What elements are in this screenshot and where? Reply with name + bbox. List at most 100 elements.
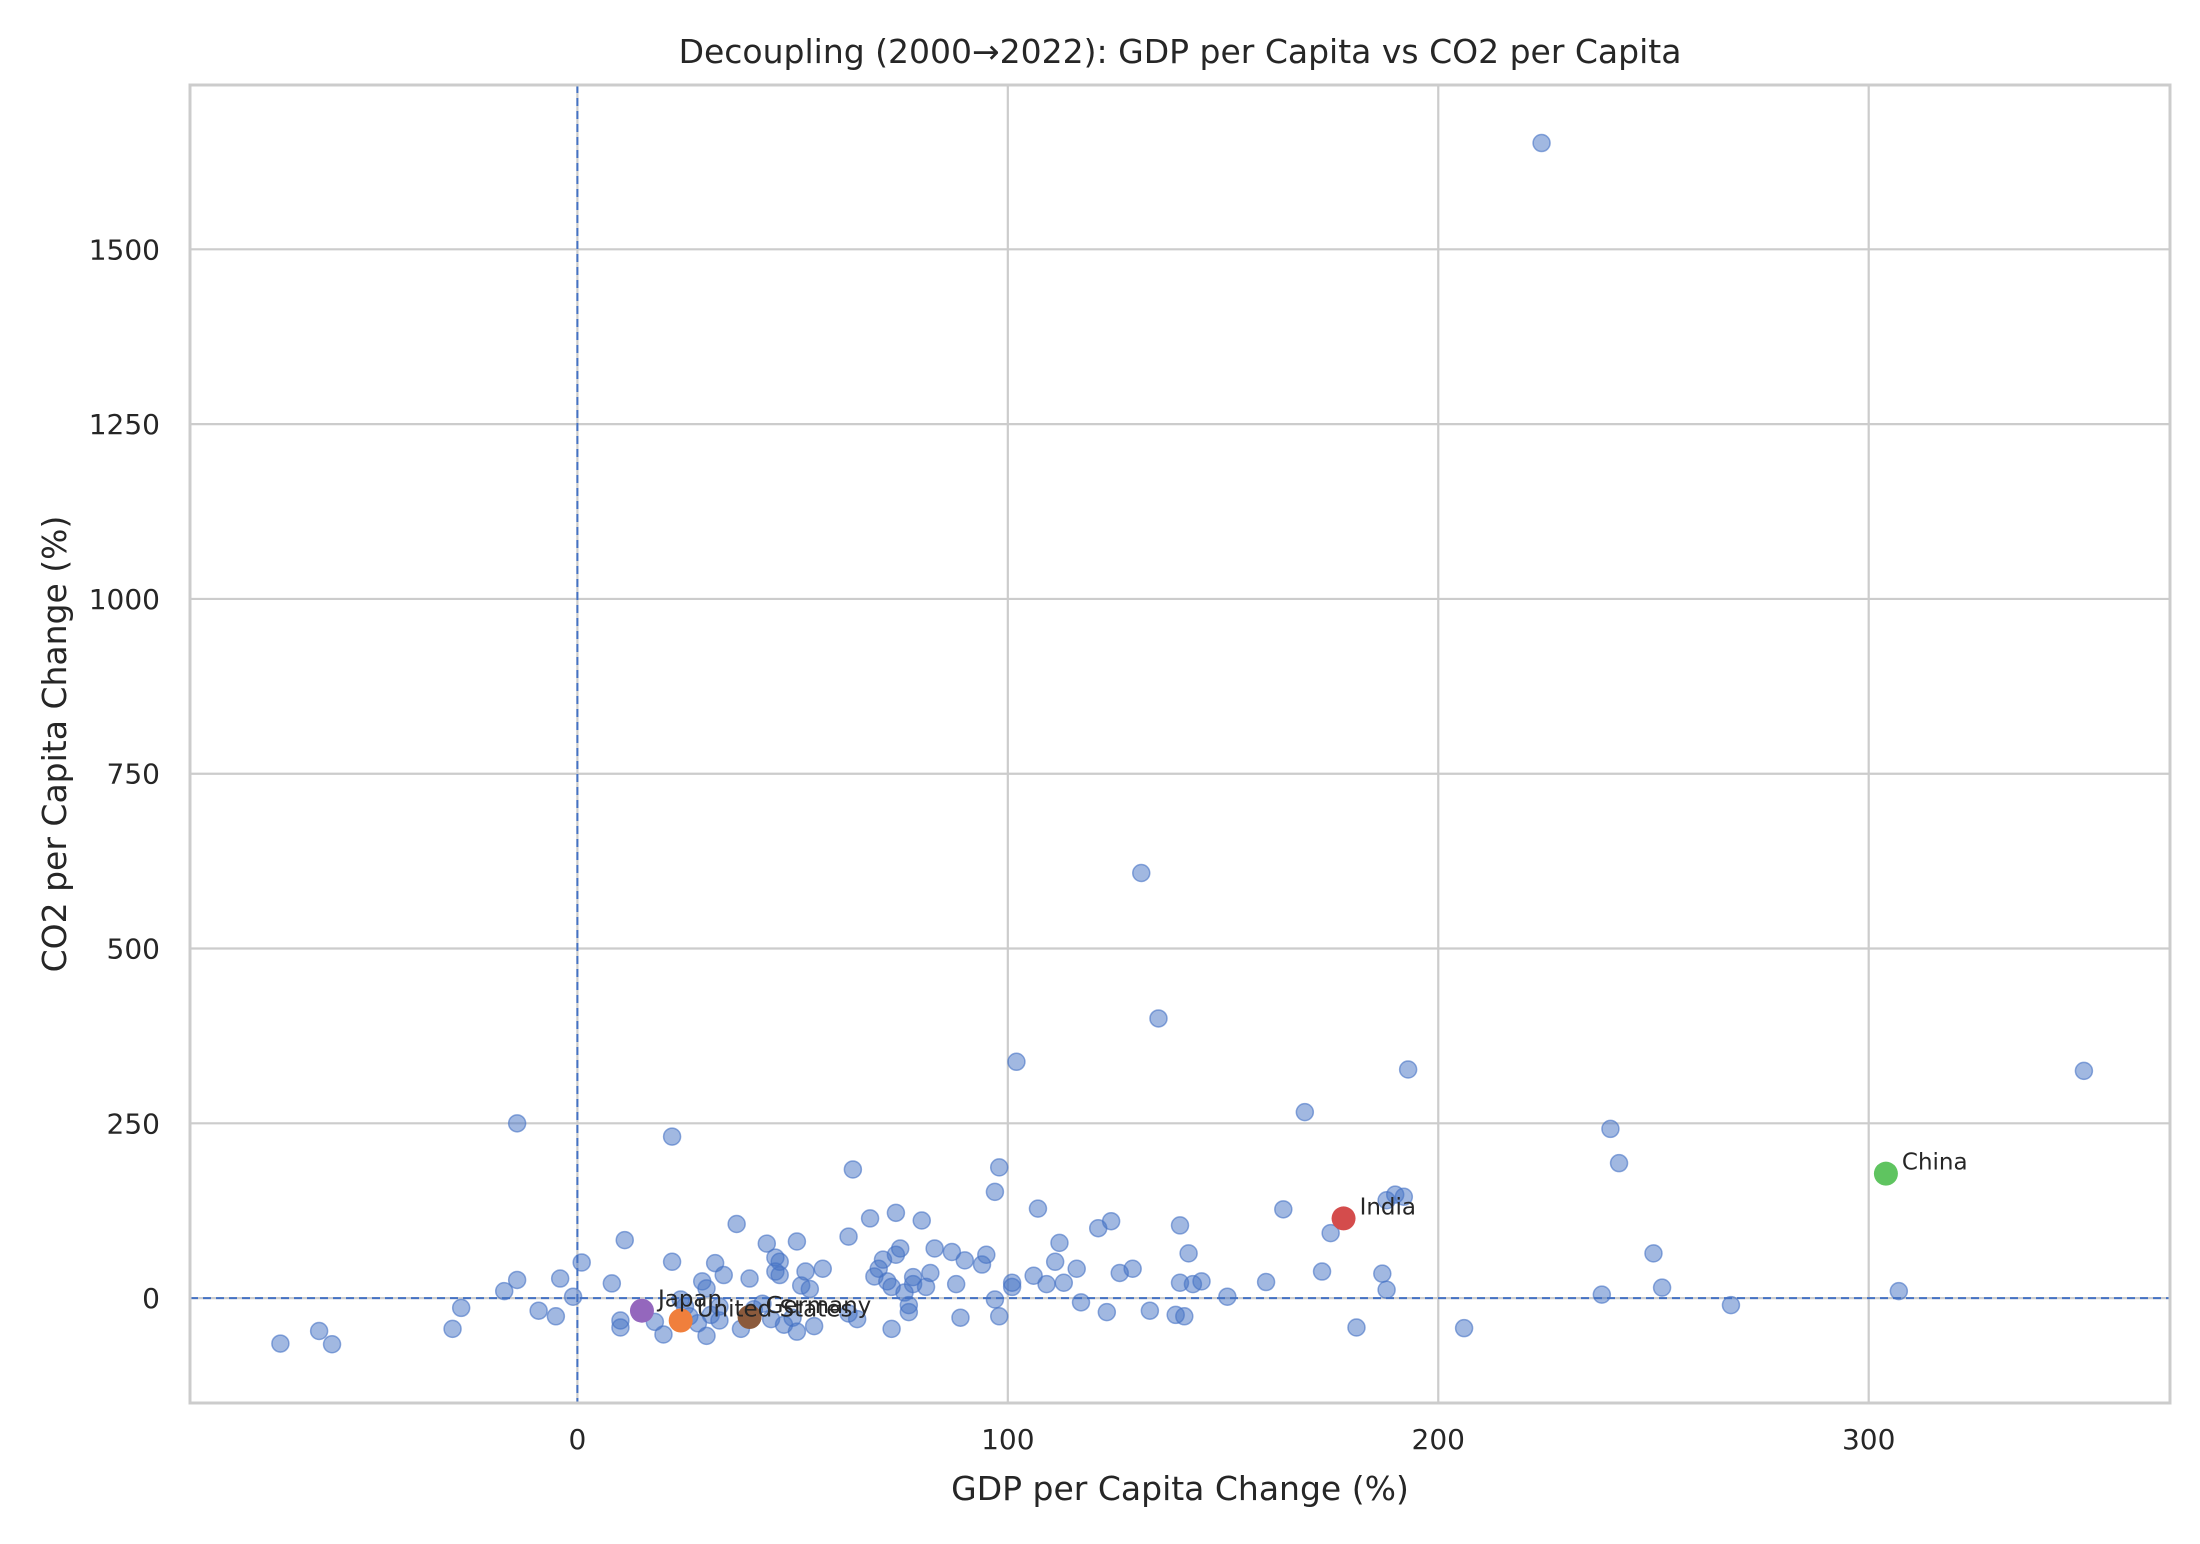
scatter-point [1274, 1200, 1293, 1219]
scatter-point [1050, 1233, 1069, 1253]
scatter-point [813, 1259, 832, 1279]
y-tick-label: 0 [142, 1282, 160, 1315]
scatter-point [1394, 1187, 1414, 1206]
scatter-point [770, 1252, 789, 1272]
highlight-label-china: China [1902, 1150, 1968, 1176]
scatter-point [843, 1160, 863, 1179]
scatter-point [753, 1294, 772, 1313]
scatter-point [985, 1182, 1005, 1202]
scatter-point [899, 1295, 919, 1315]
y-tick-label: 750 [107, 758, 160, 791]
scatter-point [1592, 1285, 1612, 1304]
x-tick-label: 0 [568, 1423, 586, 1456]
scatter-point [740, 1269, 759, 1288]
scatter-point [1024, 1266, 1043, 1285]
scatter-point [271, 1334, 290, 1353]
scatter-point [1532, 133, 1551, 153]
scatter-point [787, 1322, 807, 1341]
scatter-point [546, 1307, 566, 1326]
scatter-point [1123, 1259, 1142, 1279]
scatter-point [1007, 1052, 1026, 1072]
scatter-point [1175, 1307, 1194, 1326]
scatter-point [615, 1230, 634, 1250]
scatter-point [839, 1227, 858, 1246]
scatter-point [322, 1335, 342, 1354]
scatter-point [443, 1319, 462, 1339]
scatter-point [1067, 1259, 1086, 1279]
scatter-point [1256, 1272, 1276, 1292]
scatter-point [800, 1279, 820, 1299]
scatter-point [1218, 1287, 1237, 1306]
highlight-label-united-states: United States [697, 1296, 853, 1322]
scatter-point [697, 1279, 716, 1298]
scatter-point [611, 1318, 630, 1337]
scatter-point [787, 1232, 807, 1251]
y-tick-label: 1000 [89, 583, 160, 616]
scatter-point [662, 1127, 682, 1146]
scatter-point [710, 1297, 729, 1316]
scatter-point [1170, 1216, 1190, 1235]
scatter-point [985, 1290, 1005, 1309]
reference-lines [190, 85, 2170, 1403]
scatter-point [602, 1274, 622, 1293]
scatter-point [1295, 1102, 1315, 1122]
scatter-point [727, 1214, 746, 1234]
scatter-point [1028, 1199, 1048, 1218]
scatter-point [714, 1265, 733, 1285]
scatter-point [1192, 1272, 1211, 1291]
highlight-point-japan [629, 1298, 654, 1323]
scatter-point [1373, 1264, 1392, 1283]
scatter-point [697, 1326, 716, 1346]
scatter-point [804, 1316, 824, 1336]
scatter-point [925, 1239, 944, 1258]
highlight-point-china [1873, 1161, 1898, 1186]
scatter-point [507, 1270, 527, 1290]
scatter-point [1652, 1278, 1672, 1297]
highlight-label-germany: Germany [766, 1293, 872, 1319]
scatter-point [886, 1203, 906, 1223]
y-tick-label: 1250 [89, 408, 160, 441]
scatter-point [903, 1267, 923, 1287]
scatter-point [951, 1308, 970, 1327]
x-axis-label: GDP per Capita Change (%) [951, 1469, 1409, 1508]
scatter-point [1002, 1273, 1022, 1292]
scatter-point [1149, 1009, 1168, 1028]
scatter-point [942, 1242, 962, 1262]
scatter-point [946, 1274, 966, 1294]
scatter-point [1179, 1244, 1198, 1263]
scatter-point [662, 1252, 682, 1272]
grid-layer [190, 85, 2170, 1403]
scatter-point [1644, 1244, 1663, 1263]
scatter-point [860, 1209, 880, 1228]
scatter-point [529, 1301, 548, 1320]
scatter-point [890, 1239, 910, 1258]
highlight-point-india [1331, 1206, 1356, 1231]
scatter-point [1312, 1262, 1332, 1281]
scatter-point [1609, 1153, 1629, 1173]
scatter-point [1045, 1252, 1065, 1272]
scatter-point [1454, 1318, 1474, 1338]
scatter-point [1097, 1302, 1117, 1322]
scatter-point [1377, 1280, 1396, 1299]
scatter-point [1721, 1295, 1741, 1315]
scatter-point [1132, 863, 1151, 883]
scatter-point [550, 1269, 570, 1288]
plot-frame [188, 83, 2172, 1405]
scatter-point [572, 1253, 591, 1272]
scatter-point [1140, 1301, 1160, 1320]
scatter-point [1321, 1223, 1340, 1243]
scatter-point [507, 1114, 527, 1133]
scatter-point [955, 1251, 975, 1270]
scatter-point [847, 1309, 867, 1329]
scatter-point [921, 1263, 940, 1283]
highlight-point-united-states [668, 1308, 693, 1333]
scatter-point [757, 1234, 777, 1253]
scatter-point [1347, 1318, 1366, 1337]
scatter-point [1101, 1211, 1121, 1231]
scatter-point [563, 1287, 583, 1306]
y-tick-label: 500 [107, 933, 160, 966]
highlight-label-india: India [1360, 1194, 1416, 1220]
y-tick-label: 1500 [89, 233, 160, 266]
